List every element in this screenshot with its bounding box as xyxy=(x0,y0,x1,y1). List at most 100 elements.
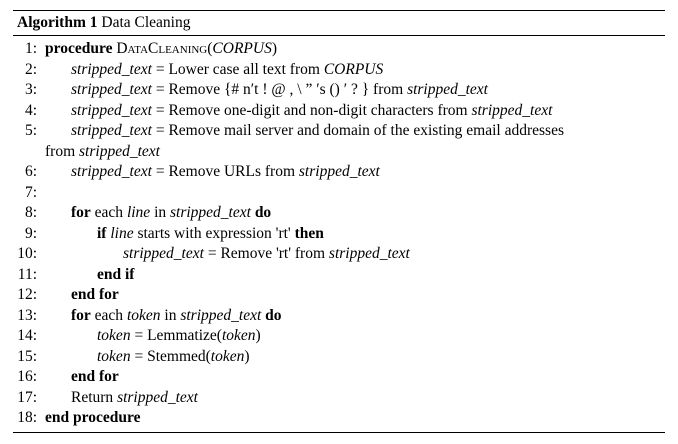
line-6: 6: stripped_text = Remove URLs from stri… xyxy=(13,162,665,183)
variable: stripped_text xyxy=(71,122,152,139)
line-number: 10: xyxy=(13,244,37,265)
line-number: 13: xyxy=(13,306,37,327)
line-body: end for xyxy=(71,285,119,306)
line-18: 18: end procedure xyxy=(13,408,665,429)
algorithm-block: Algorithm 1 Data Cleaning 1: procedure D… xyxy=(13,10,665,433)
equals: = xyxy=(156,163,165,180)
keyword: end for xyxy=(71,368,119,385)
line-body: stripped_text = Lower case all text from… xyxy=(71,60,383,81)
line-11: 11: end if xyxy=(13,265,665,286)
line-body: end for xyxy=(71,367,119,388)
algorithm-caption: Algorithm 1 Data Cleaning xyxy=(13,11,665,35)
statement-text: each xyxy=(95,204,123,221)
variable: stripped_text xyxy=(299,163,380,180)
equals: = xyxy=(156,61,165,78)
statement-text: in xyxy=(154,204,166,221)
keyword: if xyxy=(97,225,106,242)
statement-text: from xyxy=(45,143,75,160)
line-body: for each token in stripped_text do xyxy=(71,306,282,327)
statement-text: Remove mail server and domain of the exi… xyxy=(168,122,564,139)
line-1: 1: procedure DataCleaning(CORPUS) xyxy=(13,39,665,60)
variable: stripped_text xyxy=(117,389,198,406)
line-number: 14: xyxy=(13,326,37,347)
variable: token xyxy=(127,307,161,324)
keyword: then xyxy=(295,225,324,242)
line-number: 9: xyxy=(13,224,37,245)
line-12: 12: end for xyxy=(13,285,665,306)
line-number: 5: xyxy=(13,121,37,142)
function-name: Lemmatize( xyxy=(147,327,222,344)
variable: line xyxy=(127,204,150,221)
paren-close: ) xyxy=(244,348,249,365)
line-number: 1: xyxy=(13,39,37,60)
variable: stripped_text xyxy=(79,143,160,160)
keyword: end if xyxy=(97,266,134,283)
variable: stripped_text xyxy=(71,61,152,78)
line-body: stripped_text = Remove mail server and d… xyxy=(71,121,564,142)
statement-text: Lower case all text from xyxy=(168,61,320,78)
line-body: end procedure xyxy=(45,408,140,429)
line-number: 6: xyxy=(13,162,37,183)
line-5: 5: stripped_text = Remove mail server an… xyxy=(13,121,665,142)
line-5-continuation: from stripped_text xyxy=(13,142,665,163)
algorithm-label: Algorithm 1 xyxy=(17,14,98,31)
statement-text: starts with expression 'rt' xyxy=(137,225,290,242)
equals: = xyxy=(134,348,143,365)
statement-text: each xyxy=(95,307,123,324)
variable: token xyxy=(97,327,131,344)
paren-close: ) xyxy=(256,327,261,344)
variable: token xyxy=(211,348,245,365)
line-number: 4: xyxy=(13,101,37,122)
line-7: 7: xyxy=(13,183,665,204)
function-name: Stemmed( xyxy=(147,348,211,365)
line-body: for each line in stripped_text do xyxy=(71,203,271,224)
line-13: 13: for each token in stripped_text do xyxy=(13,306,665,327)
variable: stripped_text xyxy=(180,307,261,324)
line-body: stripped_text = Remove 'rt' from strippe… xyxy=(123,244,410,265)
variable: CORPUS xyxy=(324,61,383,78)
procedure-name: DataCleaning xyxy=(116,40,207,57)
line-2: 2: stripped_text = Lower case all text f… xyxy=(13,60,665,81)
algorithm-title: Data Cleaning xyxy=(101,14,190,31)
line-17: 17: Return stripped_text xyxy=(13,388,665,409)
line-number: 11: xyxy=(13,265,37,286)
line-number: 8: xyxy=(13,203,37,224)
paren-close: ) xyxy=(272,40,277,57)
line-15: 15: token = Stemmed(token) xyxy=(13,347,665,368)
line-number: 12: xyxy=(13,285,37,306)
line-number: 2: xyxy=(13,60,37,81)
line-number: 3: xyxy=(13,80,37,101)
line-number: 18: xyxy=(13,408,37,429)
keyword: end for xyxy=(71,286,119,303)
variable: line xyxy=(110,225,133,242)
line-body: stripped_text = Remove {# n′t ! @ , \ ” … xyxy=(71,80,488,101)
line-body: Return stripped_text xyxy=(71,388,198,409)
line-body: token = Stemmed(token) xyxy=(97,347,250,368)
line-3: 3: stripped_text = Remove {# n′t ! @ , \… xyxy=(13,80,665,101)
statement-text: Remove 'rt' from xyxy=(220,245,325,262)
procedure-arg: CORPUS xyxy=(212,40,271,57)
line-9: 9: if line starts with expression 'rt' t… xyxy=(13,224,665,245)
equals: = xyxy=(156,122,165,139)
keyword: for xyxy=(71,204,91,221)
variable: stripped_text xyxy=(71,102,152,119)
line-10: 10: stripped_text = Remove 'rt' from str… xyxy=(13,244,665,265)
variable: stripped_text xyxy=(71,163,152,180)
line-number: 15: xyxy=(13,347,37,368)
statement-text: in xyxy=(164,307,176,324)
line-body: end if xyxy=(97,265,134,286)
line-body: stripped_text = Remove URLs from strippe… xyxy=(71,162,380,183)
equals: = xyxy=(156,81,165,98)
line-number: 17: xyxy=(13,388,37,409)
keyword: do xyxy=(265,307,281,324)
bottom-rule xyxy=(13,432,665,433)
variable: token xyxy=(97,348,131,365)
variable: stripped_text xyxy=(123,245,204,262)
line-14: 14: token = Lemmatize(token) xyxy=(13,326,665,347)
statement-text: Return xyxy=(71,389,113,406)
equals: = xyxy=(208,245,217,262)
line-body: token = Lemmatize(token) xyxy=(97,326,261,347)
line-number: 7: xyxy=(13,183,37,204)
keyword: end procedure xyxy=(45,409,140,426)
keyword: for xyxy=(71,307,91,324)
